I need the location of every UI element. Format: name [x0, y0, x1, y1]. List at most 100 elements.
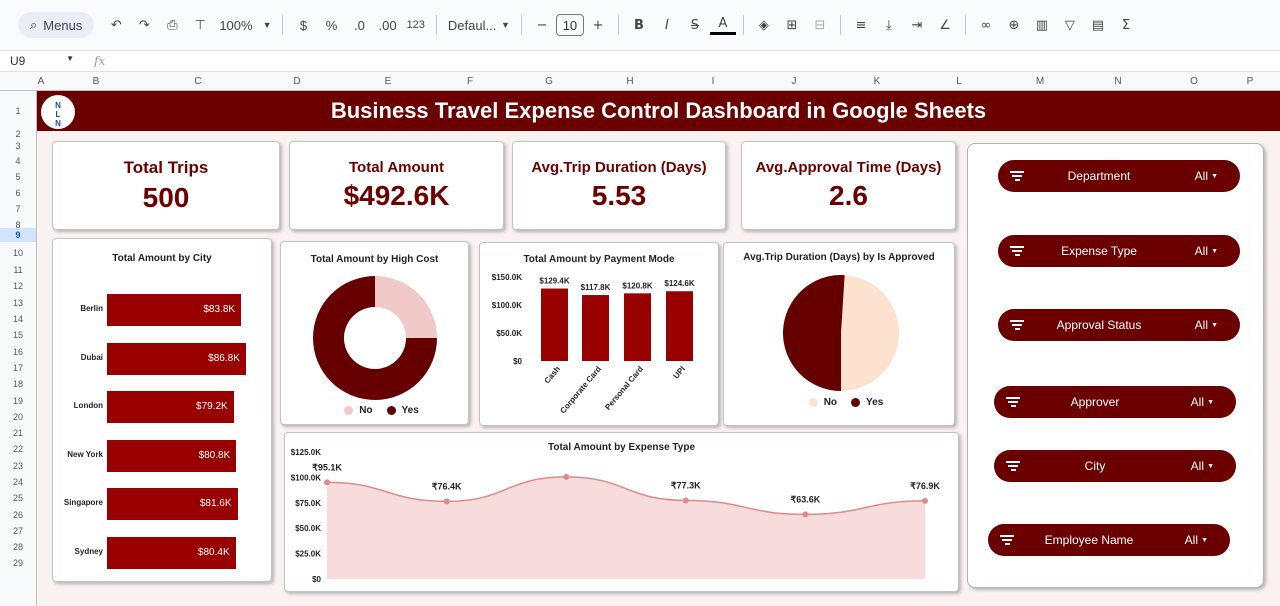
zoom-select[interactable]: 100% ▼: [215, 12, 275, 38]
chart-amount-by-payment-mode[interactable]: Total Amount by Payment Mode $150.0K $100…: [479, 242, 719, 426]
italic-icon[interactable]: I: [665, 17, 669, 33]
chart-amount-by-city[interactable]: Total Amount by City Berlin $83.8K Dubai $8…: [52, 238, 272, 582]
font-size-input[interactable]: 10: [555, 14, 584, 36]
insert-link-icon[interactable]: ∞: [980, 17, 992, 33]
row-header[interactable]: 3: [15, 141, 21, 151]
payment-bar[interactable]: [666, 291, 693, 361]
insert-comment-icon[interactable]: ⊕: [1008, 17, 1020, 33]
column-header[interactable]: F: [466, 76, 474, 87]
city-bar[interactable]: $81.6K: [107, 488, 238, 520]
row-header[interactable]: 5: [15, 172, 21, 182]
area-point[interactable]: [802, 511, 809, 518]
row-header[interactable]: 28: [12, 542, 23, 552]
print-icon[interactable]: ⎙: [167, 17, 178, 33]
city-bar[interactable]: $83.8K: [107, 294, 242, 326]
fill-color-icon[interactable]: ◈: [758, 17, 769, 33]
row-header[interactable]: 4: [15, 156, 21, 166]
row-header[interactable]: 14: [12, 314, 23, 324]
row-header[interactable]: 15: [12, 330, 23, 340]
filter-approval-status[interactable]: Approval Status All ▼: [998, 309, 1240, 341]
redo-icon[interactable]: ↷: [138, 17, 150, 33]
row-header[interactable]: 23: [12, 461, 23, 471]
row-header[interactable]: 20: [12, 412, 23, 422]
pie-slice[interactable]: [841, 275, 900, 391]
undo-icon[interactable]: ↶: [110, 17, 122, 33]
row-header[interactable]: 11: [13, 265, 23, 275]
borders-icon[interactable]: ⊞: [786, 17, 798, 33]
column-header[interactable]: G: [545, 76, 553, 87]
row-header[interactable]: 6: [15, 188, 21, 198]
column-header[interactable]: D: [293, 76, 301, 87]
column-header[interactable]: A: [37, 76, 45, 87]
font-select[interactable]: Defaul... ▼: [444, 12, 514, 38]
column-header[interactable]: E: [384, 76, 392, 87]
city-bar[interactable]: $80.4K: [107, 536, 236, 569]
row-header[interactable]: 21: [12, 428, 23, 438]
functions-icon[interactable]: Σ: [1121, 17, 1131, 33]
percent-button[interactable]: %: [325, 17, 338, 33]
increase-decimal-button[interactable]: .00: [378, 17, 397, 33]
payment-bar[interactable]: [624, 293, 651, 361]
filter-employee-name[interactable]: Employee Name All ▼: [988, 524, 1230, 556]
column-header[interactable]: O: [1190, 76, 1198, 87]
pie-slice[interactable]: [783, 275, 845, 391]
column-header[interactable]: C: [194, 76, 202, 87]
row-header[interactable]: 8: [15, 220, 21, 230]
filter-icon[interactable]: ▽: [1064, 17, 1075, 33]
row-header[interactable]: 29: [12, 558, 23, 568]
row-header[interactable]: 19: [12, 396, 23, 406]
row-header[interactable]: 2: [15, 129, 21, 139]
row-header[interactable]: 16: [12, 347, 23, 357]
city-bar[interactable]: $80.8K: [107, 439, 237, 472]
chart-amount-by-high-cost[interactable]: Total Amount by High Cost No Yes: [280, 241, 469, 425]
area-point[interactable]: [324, 479, 330, 486]
row-header[interactable]: 7: [15, 204, 21, 214]
row-header[interactable]: 22: [12, 444, 23, 454]
filter-views-icon[interactable]: ▤: [1091, 17, 1105, 33]
row-header[interactable]: 10: [12, 248, 23, 258]
row-header[interactable]: 18: [12, 379, 23, 389]
menus-search[interactable]: ⌕ Menus: [18, 12, 95, 38]
row-header[interactable]: 9: [0, 228, 36, 242]
city-bar[interactable]: $86.8K: [107, 342, 246, 375]
row-header[interactable]: 1: [15, 106, 21, 116]
row-header[interactable]: 24: [12, 477, 23, 487]
row-header[interactable]: 12: [12, 281, 23, 291]
increase-font-icon[interactable]: +: [592, 17, 604, 33]
area-point[interactable]: [682, 497, 689, 504]
merge-cells-icon[interactable]: ⊟: [814, 17, 826, 33]
area-point[interactable]: [563, 473, 570, 480]
horizontal-align-icon[interactable]: ≡: [855, 17, 867, 33]
decrease-decimal-button[interactable]: .0: [354, 17, 365, 33]
column-header[interactable]: N: [1114, 76, 1122, 87]
column-header[interactable]: P: [1246, 76, 1254, 87]
payment-bar[interactable]: [541, 288, 568, 361]
filter-department[interactable]: Department All ▼: [998, 160, 1240, 192]
payment-bar[interactable]: [582, 295, 609, 361]
column-header[interactable]: H: [626, 76, 634, 87]
paint-format-icon[interactable]: ⊤: [194, 17, 206, 33]
row-header[interactable]: 27: [12, 526, 23, 536]
strikethrough-icon[interactable]: S: [690, 17, 700, 33]
chart-duration-by-approved[interactable]: Avg.Trip Duration (Days) by Is Approved …: [723, 242, 955, 426]
filter-expense-type[interactable]: Expense Type All ▼: [998, 235, 1240, 267]
decrease-font-icon[interactable]: −: [536, 17, 548, 33]
row-header[interactable]: 17: [12, 363, 23, 373]
row-header[interactable]: 26: [12, 510, 23, 520]
column-header[interactable]: J: [791, 76, 797, 87]
more-formats-button[interactable]: 123: [406, 19, 425, 31]
vertical-align-icon[interactable]: ⤓: [886, 17, 892, 33]
area-point[interactable]: [443, 498, 450, 505]
column-header[interactable]: I: [711, 76, 715, 87]
filter-city[interactable]: City All ▼: [994, 450, 1236, 482]
text-wrap-icon[interactable]: ⇥: [911, 17, 923, 33]
row-header[interactable]: 25: [12, 493, 23, 503]
filter-approver[interactable]: Approver All ▼: [994, 386, 1236, 418]
city-bar[interactable]: $79.2K: [107, 391, 234, 423]
column-header[interactable]: L: [956, 76, 962, 87]
insert-chart-icon[interactable]: ▥: [1035, 17, 1049, 33]
donut-slice[interactable]: [375, 276, 437, 338]
text-color-icon[interactable]: A: [709, 15, 736, 35]
text-rotation-icon[interactable]: ∠: [939, 17, 951, 33]
bold-icon[interactable]: B: [633, 17, 644, 33]
